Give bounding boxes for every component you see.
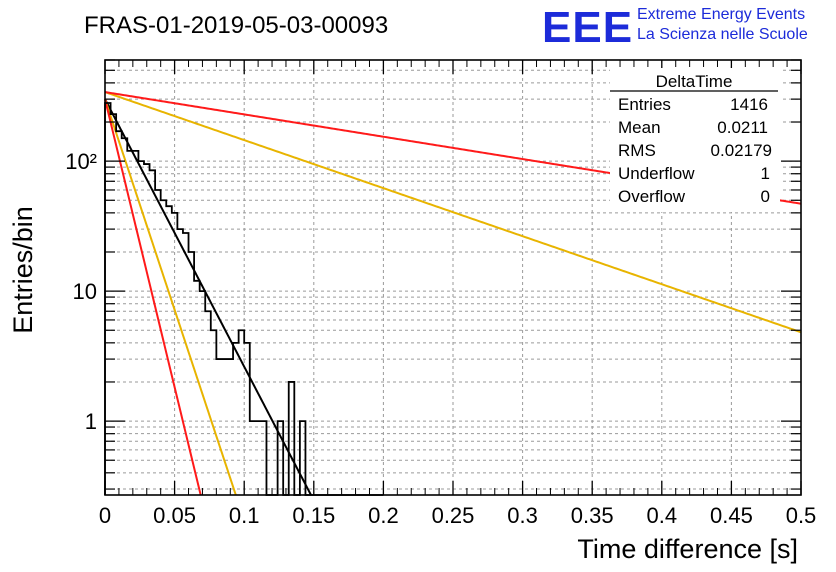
logo-mark: EEE (542, 3, 633, 52)
plot-frame (104, 59, 802, 496)
x-tick-label: 0.2 (368, 503, 399, 528)
tick-labels: 0 0.05 0.1 0.15 0.2 0.25 0.3 0.35 0.4 0.45 0.51101… (65, 149, 816, 528)
x-tick-label: 0.25 (432, 503, 475, 528)
eee-logo: EEE Extreme Energy Events La Scienza nel… (542, 3, 808, 52)
stats-value-rms: 0.02179 (711, 141, 772, 160)
y-tick-label: 10 (73, 279, 97, 304)
stats-value-underflow: 1 (761, 164, 770, 183)
x-tick-label: 0.4 (647, 503, 678, 528)
stats-label-entries: Entries (618, 95, 671, 114)
logo-line-1: Extreme Energy Events (637, 6, 805, 23)
x-tick-label: 0.3 (507, 503, 538, 528)
stats-box-background (610, 68, 780, 212)
fit-curve (104, 98, 312, 496)
fit-curves (104, 91, 802, 496)
stats-value-mean: 0.0211 (717, 118, 768, 137)
y-axis-title: Entries/bin (8, 206, 38, 334)
fit-curve (104, 91, 802, 334)
stats-label-underflow: Underflow (618, 164, 695, 183)
stats-name: DeltaTime (656, 72, 733, 91)
x-tick-label: 0.5 (786, 503, 817, 528)
stats-label-mean: Mean (618, 118, 661, 137)
stats-value-entries: 1416 (730, 95, 768, 114)
axes (104, 59, 802, 496)
x-tick-label: 0.15 (292, 503, 335, 528)
x-tick-label: 0.45 (710, 503, 753, 528)
x-tick-label: 0.1 (229, 503, 260, 528)
x-tick-label: 0.35 (571, 503, 614, 528)
y-tick-label: 1 (85, 409, 97, 434)
logo-line-2: La Scienza nelle Scuole (637, 26, 808, 43)
y-tick-label: 10² (65, 149, 97, 174)
x-tick-label: 0 (99, 503, 111, 528)
fit-curve (104, 98, 237, 496)
x-axis-title: Time difference [s] (577, 534, 798, 564)
stats-label-overflow: Overflow (618, 187, 686, 206)
stats-label-rms: RMS (618, 141, 656, 160)
x-tick-label: 0.05 (153, 503, 196, 528)
stats-box: DeltaTime Entries 1416 Mean 0.0211 RMS 0… (610, 68, 780, 212)
fit-curve (104, 98, 202, 496)
stats-value-overflow: 0 (761, 187, 770, 206)
chart-title: FRAS-01-2019-05-03-00093 (84, 12, 388, 39)
